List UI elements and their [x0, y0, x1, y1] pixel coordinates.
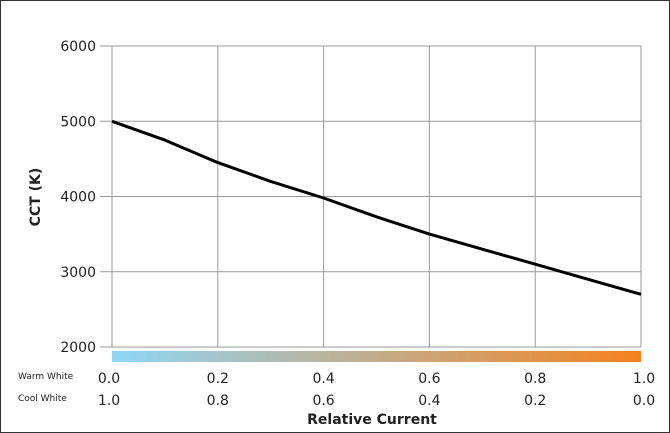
x-axis-title: Relative Current: [307, 412, 437, 428]
warm-white-tick-label: 1.0: [633, 371, 655, 387]
cool-white-tick-label: 0.4: [418, 393, 440, 409]
y-tick-label: 5000: [60, 114, 96, 130]
warm-white-tick-label: 0.2: [207, 371, 229, 387]
cool-white-tick-label: 0.0: [633, 393, 655, 409]
warm-white-tick-label: 0.8: [524, 371, 546, 387]
warm-white-row-label: Warm White: [18, 372, 74, 382]
cool-white-tick-label: 1.0: [98, 393, 120, 409]
cool-white-tick-label: 0.8: [207, 393, 229, 409]
cool-white-row-label: Cool White: [18, 394, 67, 404]
color-gradient-bar: [112, 351, 641, 362]
cct-series-line: [111, 119, 642, 296]
y-tick-label: 2000: [60, 340, 96, 356]
y-tick-label: 6000: [60, 39, 96, 55]
cool-white-tick-label: 0.2: [524, 393, 546, 409]
y-tick-label: 4000: [60, 190, 96, 206]
warm-white-tick-label: 0.4: [312, 371, 334, 387]
y-axis-title: CCT (K): [28, 168, 44, 227]
warm-white-tick-label: 0.6: [418, 371, 440, 387]
cool-white-tick-label: 0.6: [312, 393, 334, 409]
warm-white-tick-label: 0.0: [98, 371, 120, 387]
y-tick-label: 3000: [60, 265, 96, 281]
